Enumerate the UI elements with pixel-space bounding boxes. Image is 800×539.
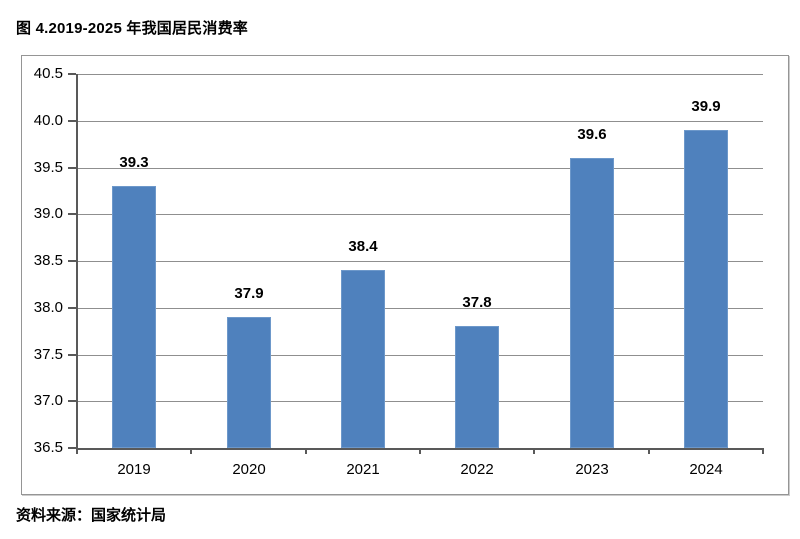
- y-axis-tick-label: 40.0: [33, 112, 63, 129]
- y-axis-tick-label: 39.0: [33, 205, 63, 222]
- y-axis-tick: [68, 260, 76, 262]
- figure-title: 图 4.2019-2025 年我国居民消费率: [16, 20, 248, 37]
- bar: [455, 326, 499, 448]
- bar: [227, 317, 271, 448]
- x-axis-line: [76, 448, 764, 450]
- y-gridline: [77, 214, 763, 215]
- bar-value-label: 37.9: [234, 285, 264, 302]
- y-axis-tick: [68, 213, 76, 215]
- y-axis-tick-label: 38.5: [33, 252, 63, 269]
- x-axis-category-label: 2021: [346, 461, 380, 478]
- y-gridline: [77, 74, 763, 75]
- bar-value-label: 37.8: [462, 294, 492, 311]
- bar-value-label: 39.9: [691, 98, 721, 115]
- x-axis-category-label: 2023: [575, 461, 609, 478]
- y-axis-tick-label: 37.5: [33, 346, 63, 363]
- y-axis-tick-label: 38.0: [33, 299, 63, 316]
- y-axis-tick-label: 39.5: [33, 159, 63, 176]
- x-axis-tick: [648, 448, 650, 454]
- x-axis-tick: [305, 448, 307, 454]
- y-axis-tick: [68, 400, 76, 402]
- bar: [684, 130, 728, 448]
- y-gridline: [77, 121, 763, 122]
- y-gridline: [77, 401, 763, 402]
- chart-frame: 40.5 40.0 39.5 39.0 38.5 38.0 37.5 37.0 36.5 39.3…: [21, 55, 789, 495]
- source-note: 资料来源：国家统计局: [16, 507, 167, 524]
- y-axis-tick-label: 37.0: [33, 392, 63, 409]
- y-axis-tick: [68, 447, 76, 449]
- y-gridline: [77, 168, 763, 169]
- bar-value-label: 38.4: [348, 238, 378, 255]
- y-axis-tick: [68, 307, 76, 309]
- x-axis-category-label: 2019: [117, 461, 151, 478]
- x-axis-category-label: 2020: [232, 461, 266, 478]
- y-axis-line: [76, 74, 78, 450]
- y-gridline: [77, 355, 763, 356]
- x-axis-category-label: 2024: [689, 461, 723, 478]
- y-axis-tick-label: 40.5: [33, 65, 63, 82]
- x-axis-tick: [533, 448, 535, 454]
- x-axis-tick: [419, 448, 421, 454]
- y-axis-tick: [68, 73, 76, 75]
- y-axis-tick-label: 36.5: [33, 439, 63, 456]
- x-axis-tick: [76, 448, 78, 454]
- y-gridline: [77, 261, 763, 262]
- y-gridline: [77, 308, 763, 309]
- y-axis-tick: [68, 120, 76, 122]
- x-axis-category-label: 2022: [460, 461, 494, 478]
- bar-value-label: 39.6: [577, 126, 607, 143]
- bar-value-label: 39.3: [119, 154, 149, 171]
- y-axis-tick: [68, 354, 76, 356]
- bar: [112, 186, 156, 448]
- x-axis-tick: [762, 448, 764, 454]
- bar: [570, 158, 614, 448]
- y-axis-tick: [68, 167, 76, 169]
- bar: [341, 270, 385, 448]
- x-axis-tick: [190, 448, 192, 454]
